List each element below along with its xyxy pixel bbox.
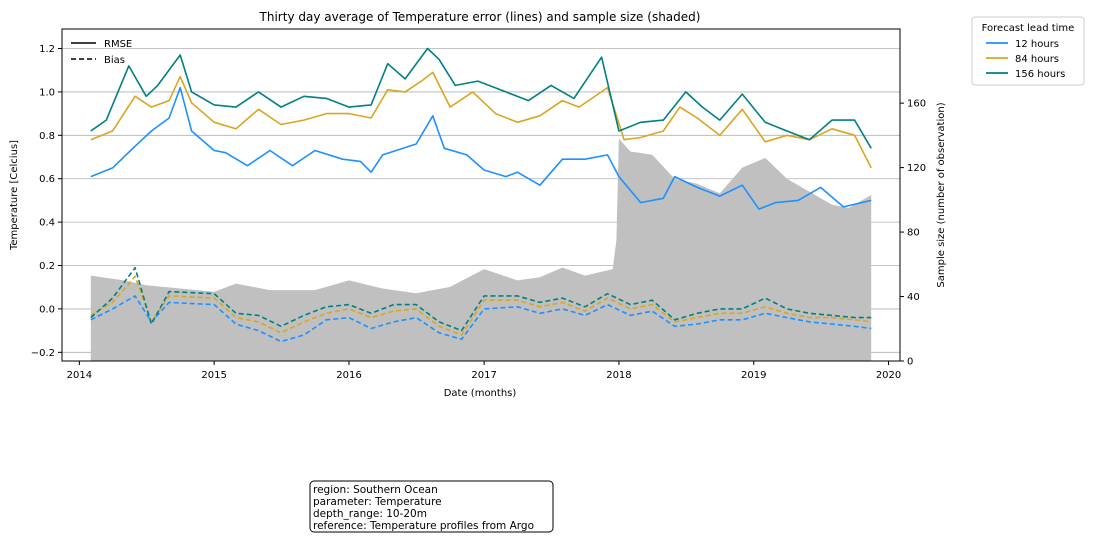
y-tick-label: 0.0 [39, 304, 55, 315]
series-legend-box [971, 16, 1085, 86]
y-tick-label: 1.0 [39, 87, 55, 98]
series-legend: Forecast lead time 12 hours 84 hours 156… [971, 16, 1085, 86]
y-axis-label: Temperature [Celcius] [9, 140, 20, 251]
series-12-hours-bias-line [90, 295, 872, 343]
sample-size-shade [90, 138, 872, 361]
x-tick-label: 2020 [876, 370, 901, 381]
x-tick-label: 2014 [67, 370, 92, 381]
series-legend-title: Forecast lead time [982, 23, 1075, 34]
y-axis-right: 0 40 80 120 160 [900, 99, 926, 368]
series-lines [90, 47, 872, 343]
y-tick-label: 0.6 [39, 174, 55, 185]
y-tick-label: 1.2 [39, 44, 55, 55]
x-tick-label: 2019 [741, 370, 766, 381]
y2-tick-label: 40 [907, 292, 920, 303]
y2-tick-label: 0 [907, 357, 913, 368]
plot-frame [61, 28, 901, 362]
x-axis: 2014 2015 2016 2017 2018 2019 2020 [67, 361, 901, 381]
legend-84h-label: 84 hours [1015, 54, 1059, 65]
series-156-hours-bias-line [90, 266, 872, 332]
info-box-frame [309, 480, 554, 533]
series-156-hours-rmse-line [90, 47, 872, 149]
series-84-hours-rmse-line [90, 71, 872, 169]
x-tick-label: 2015 [201, 370, 226, 381]
y-tick-label: 0.4 [39, 218, 55, 229]
series-84-hours-bias-line [90, 275, 872, 336]
series-12-hours-rmse-line [90, 86, 872, 210]
legend-12h-label: 12 hours [1015, 39, 1059, 50]
legend-156h-label: 156 hours [1015, 69, 1065, 80]
info-line-parameter: parameter: Temperature [313, 496, 442, 508]
y2-axis-label: Sample size (number of observation) [936, 102, 947, 287]
y2-tick-label: 160 [907, 99, 926, 110]
y2-tick-label: 120 [907, 163, 926, 174]
legend-bias-label: Bias [104, 55, 125, 66]
style-legend: RMSE Bias [71, 39, 132, 66]
info-box: region: Southern Ocean parameter: Temper… [309, 480, 554, 533]
y-tick-label: 0.8 [39, 131, 55, 142]
y-tick-label: 0.2 [39, 261, 55, 272]
x-tick-label: 2018 [606, 370, 631, 381]
sample-size-area [90, 138, 872, 361]
x-axis-label: Date (months) [444, 388, 517, 399]
x-tick-label: 2017 [471, 370, 496, 381]
x-tick-label: 2016 [336, 370, 361, 381]
y-tick-label: −0.2 [31, 348, 55, 359]
info-line-depth: depth_range: 10-20m [313, 508, 427, 520]
y2-tick-label: 80 [907, 228, 920, 239]
info-line-region: region: Southern Ocean [313, 484, 438, 496]
chart-title: Thirty day average of Temperature error … [259, 10, 701, 24]
y-axis-left: −0.2 0.0 0.2 0.4 0.6 0.8 1.0 1.2 [31, 44, 62, 359]
info-line-reference: reference: Temperature profiles from Arg… [313, 520, 534, 532]
legend-rmse-label: RMSE [104, 39, 132, 50]
